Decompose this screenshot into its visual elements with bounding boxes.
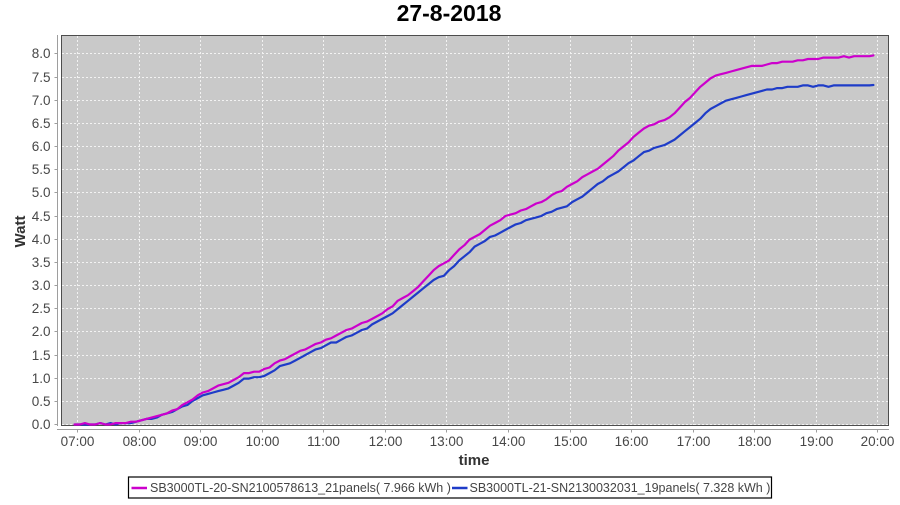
svg-text:3.0: 3.0 — [32, 278, 51, 293]
svg-text:18:00: 18:00 — [738, 434, 772, 449]
svg-text:07:00: 07:00 — [61, 434, 95, 449]
svg-text:10:00: 10:00 — [246, 434, 280, 449]
svg-text:20:00: 20:00 — [861, 434, 895, 449]
svg-text:5.0: 5.0 — [32, 185, 51, 200]
svg-text:2.0: 2.0 — [32, 324, 51, 339]
svg-text:7.5: 7.5 — [32, 70, 51, 85]
svg-text:8.0: 8.0 — [32, 46, 51, 61]
svg-text:27-8-2018: 27-8-2018 — [397, 0, 502, 26]
svg-text:19:00: 19:00 — [800, 434, 834, 449]
svg-text:17:00: 17:00 — [677, 434, 711, 449]
svg-text:12:00: 12:00 — [369, 434, 403, 449]
svg-text:1.0: 1.0 — [32, 371, 51, 386]
svg-text:6.0: 6.0 — [32, 139, 51, 154]
svg-text:6.5: 6.5 — [32, 116, 51, 131]
svg-text:09:00: 09:00 — [184, 434, 218, 449]
svg-text:3.5: 3.5 — [32, 255, 51, 270]
svg-text:5.5: 5.5 — [32, 162, 51, 177]
svg-text:08:00: 08:00 — [123, 434, 157, 449]
svg-text:7.0: 7.0 — [32, 93, 51, 108]
svg-text:16:00: 16:00 — [615, 434, 649, 449]
svg-text:1.5: 1.5 — [32, 348, 51, 363]
svg-text:2.5: 2.5 — [32, 301, 51, 316]
svg-text:SB3000TL-20-SN2100578613_21pan: SB3000TL-20-SN2100578613_21panels( 7.966… — [150, 481, 451, 495]
svg-text:0.5: 0.5 — [32, 394, 51, 409]
svg-text:SB3000TL-21-SN2130032031_19pan: SB3000TL-21-SN2130032031_19panels( 7.328… — [470, 481, 771, 495]
svg-text:14:00: 14:00 — [492, 434, 526, 449]
svg-text:Watt: Watt — [12, 216, 29, 248]
svg-text:13:00: 13:00 — [430, 434, 464, 449]
svg-text:15:00: 15:00 — [554, 434, 588, 449]
svg-text:time: time — [459, 452, 490, 469]
svg-text:11:00: 11:00 — [307, 434, 340, 449]
svg-text:4.0: 4.0 — [32, 232, 51, 247]
svg-text:4.5: 4.5 — [32, 209, 51, 224]
svg-text:0.0: 0.0 — [32, 417, 51, 432]
